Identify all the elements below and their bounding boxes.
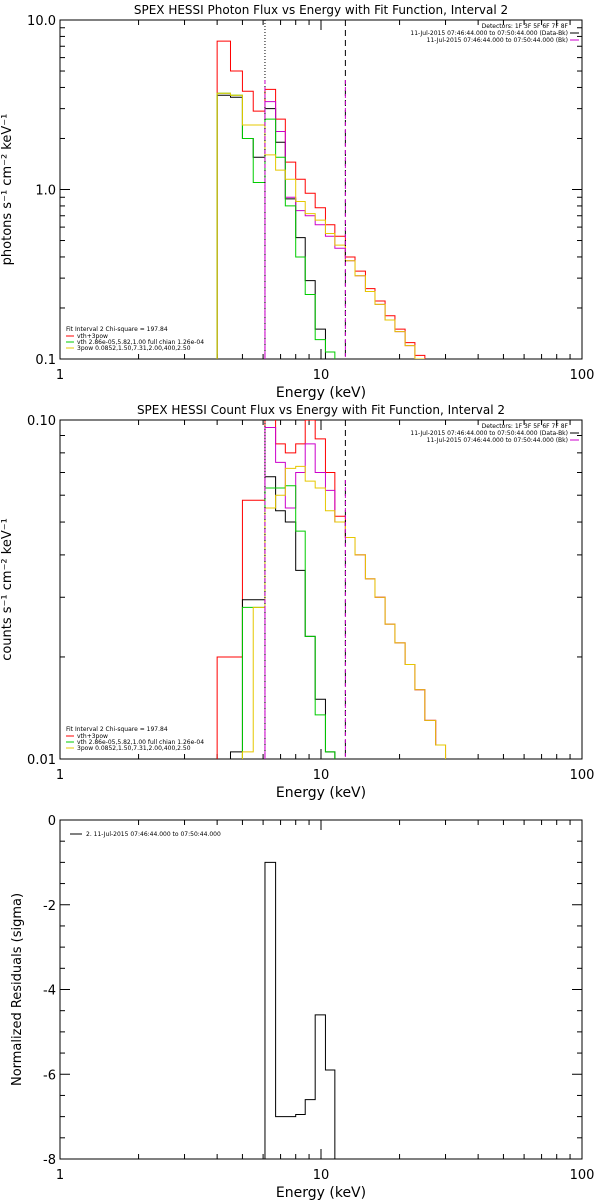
x-axis-label: Energy (keV)	[276, 785, 366, 801]
legend-left-entry: 3pow 0.0852,1.50,7.31,2.00,400,2.50	[77, 745, 191, 752]
legend-left-entry: vth+3pow	[77, 733, 108, 740]
y-tick-label: 0.10	[27, 414, 56, 429]
legend-left-entry: vth 2.86e-05,5.82,1.00 full chian 1.26e-…	[77, 739, 204, 746]
x-tick-label: 1	[56, 368, 64, 383]
plot-area	[216, 20, 426, 359]
legend-right-entry: Detectors: 1F 3F 5F 6F 7F 8F	[482, 423, 569, 430]
series-3pow	[241, 465, 447, 759]
y-tick-label: -2	[43, 899, 56, 914]
legend-right-entry: 11-Jul-2015 07:46:44.000 to 07:50:44.000…	[427, 437, 568, 444]
residuals-plot: 1 10 100 Energy (keV) -8 -6 -4 -2 0 Normalized Re…	[10, 814, 594, 1200]
y-tick-label: -8	[43, 1153, 56, 1168]
chart-title: SPEX HESSI Count Flux vs Energy with Fit…	[137, 403, 505, 417]
legend-left-entry: 3pow 0.0852,1.50,7.31,2.00,400,2.50	[77, 345, 191, 352]
chart-title: SPEX HESSI Photon Flux vs Energy with Fi…	[134, 3, 508, 17]
count-flux-plot: SPEX HESSI Count Flux vs Energy with Fit…	[0, 403, 594, 801]
legend-left-header: Fit Interval 2 Chi-square = 197.84	[66, 326, 168, 333]
y-tick-label: 0	[48, 814, 56, 829]
legend-left-header: Fit Interval 2 Chi-square = 197.84	[66, 726, 168, 733]
legend-right-entry: 11-Jul-2015 07:46:44.000 to 07:50:44.000…	[410, 430, 568, 437]
y-axis-label: Normalized Residuals (sigma)	[10, 893, 25, 1086]
plot-frame	[59, 819, 583, 1160]
series-vth-3pow	[216, 420, 447, 759]
x-tick-label: 1	[56, 1168, 64, 1183]
x-tick-label: 100	[570, 368, 595, 383]
y-tick-label: 10.0	[27, 14, 56, 29]
x-axis-label: Energy (keV)	[276, 1185, 366, 1200]
y-tick-label: 0.01	[27, 753, 56, 768]
x-tick-label: 10	[313, 368, 330, 383]
photon-flux-plot: SPEX HESSI Photon Flux vs Energy with Fi…	[0, 3, 594, 401]
legend-right-entry: 11-Jul-2015 07:46:44.000 to 07:50:44.000…	[410, 30, 568, 37]
plot-frame	[59, 19, 583, 360]
plot-area	[264, 861, 346, 1159]
y-axis-label: photons s⁻¹ cm⁻² keV⁻¹	[0, 114, 15, 266]
y-tick-label: 1.0	[35, 184, 56, 199]
y-tick-label: 0.1	[35, 353, 56, 368]
series-3pow	[216, 92, 425, 359]
x-axis-label: Energy (keV)	[276, 385, 366, 401]
plot-area	[216, 420, 447, 759]
plot-frame	[59, 419, 583, 760]
x-tick-label: 1	[56, 768, 64, 783]
y-tick-label: -6	[43, 1068, 56, 1083]
series-data-bk	[216, 94, 326, 359]
series-vth	[241, 485, 336, 759]
y-tick-label: -4	[43, 984, 56, 999]
legend-left-entry: vth+3pow	[77, 333, 108, 340]
legend-entry: 2. 11-Jul-2015 07:46:44.000 to 07:50:44.…	[86, 831, 221, 838]
series-vth-3pow	[216, 40, 426, 359]
series-bk	[264, 427, 447, 759]
x-tick-label: 100	[570, 768, 595, 783]
series-vth	[216, 92, 336, 359]
legend-right-entry: Detectors: 1F 3F 5F 6F 7F 8F	[482, 23, 569, 30]
x-tick-label: 100	[570, 1168, 595, 1183]
series-data-bk	[229, 476, 336, 759]
legend-left-entry: vth 2.86e-05,5.82,1.00 full chian 1.26e-…	[77, 339, 204, 346]
x-tick-label: 10	[313, 768, 330, 783]
legend-right-entry: 11-Jul-2015 07:46:44.000 to 07:50:44.000…	[427, 37, 568, 44]
y-axis-label: counts s⁻¹ cm⁻² keV⁻¹	[0, 518, 15, 661]
series-residuals	[264, 861, 346, 1159]
x-tick-label: 10	[313, 1168, 330, 1183]
